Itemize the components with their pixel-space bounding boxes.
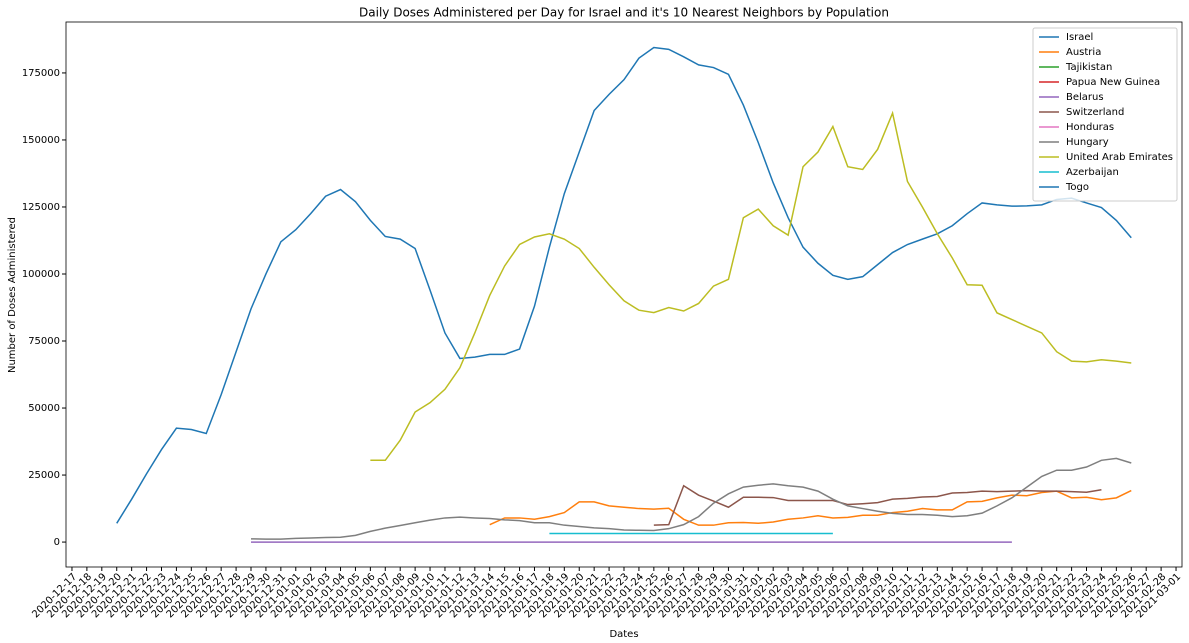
y-tick-label: 125000	[22, 202, 60, 213]
legend-label: Honduras	[1066, 122, 1114, 133]
legend-label: Israel	[1066, 32, 1093, 43]
legend: Israel Austria Tajikistan Papua New Guinea B…	[1032, 27, 1178, 202]
y-tick-label: 100000	[22, 269, 60, 280]
y-tick-label: 75000	[28, 336, 60, 347]
legend-label: Tajikistan	[1065, 62, 1112, 73]
y-axis-label: Number of Doses Administered	[7, 217, 18, 373]
legend-label: Papua New Guinea	[1066, 77, 1160, 88]
series-line	[116, 46, 1132, 524]
plot-frame	[65, 21, 1183, 568]
legend-label: Azerbaijan	[1066, 167, 1119, 178]
series-line	[653, 484, 1102, 526]
y-tick-label: 50000	[28, 403, 60, 414]
legend-label: Switzerland	[1066, 107, 1124, 118]
legend-box	[1032, 27, 1178, 202]
legend-label: Togo	[1065, 182, 1089, 193]
series-line	[489, 489, 1132, 526]
y-tick-label: 25000	[28, 470, 60, 481]
legend-label: Hungary	[1066, 137, 1109, 148]
legend-label: Belarus	[1066, 92, 1104, 103]
y-tick-label: 175000	[22, 68, 60, 79]
y-tick-label: 150000	[22, 135, 60, 146]
x-axis-label: Dates	[609, 629, 638, 640]
series-line	[370, 110, 1132, 462]
series-line	[250, 457, 1132, 540]
y-tick-label: 0	[54, 537, 60, 548]
chart-title: Daily Doses Administered per Day for Isr…	[359, 6, 889, 20]
legend-label: Austria	[1066, 47, 1101, 58]
legend-label: United Arab Emirates	[1066, 152, 1173, 163]
